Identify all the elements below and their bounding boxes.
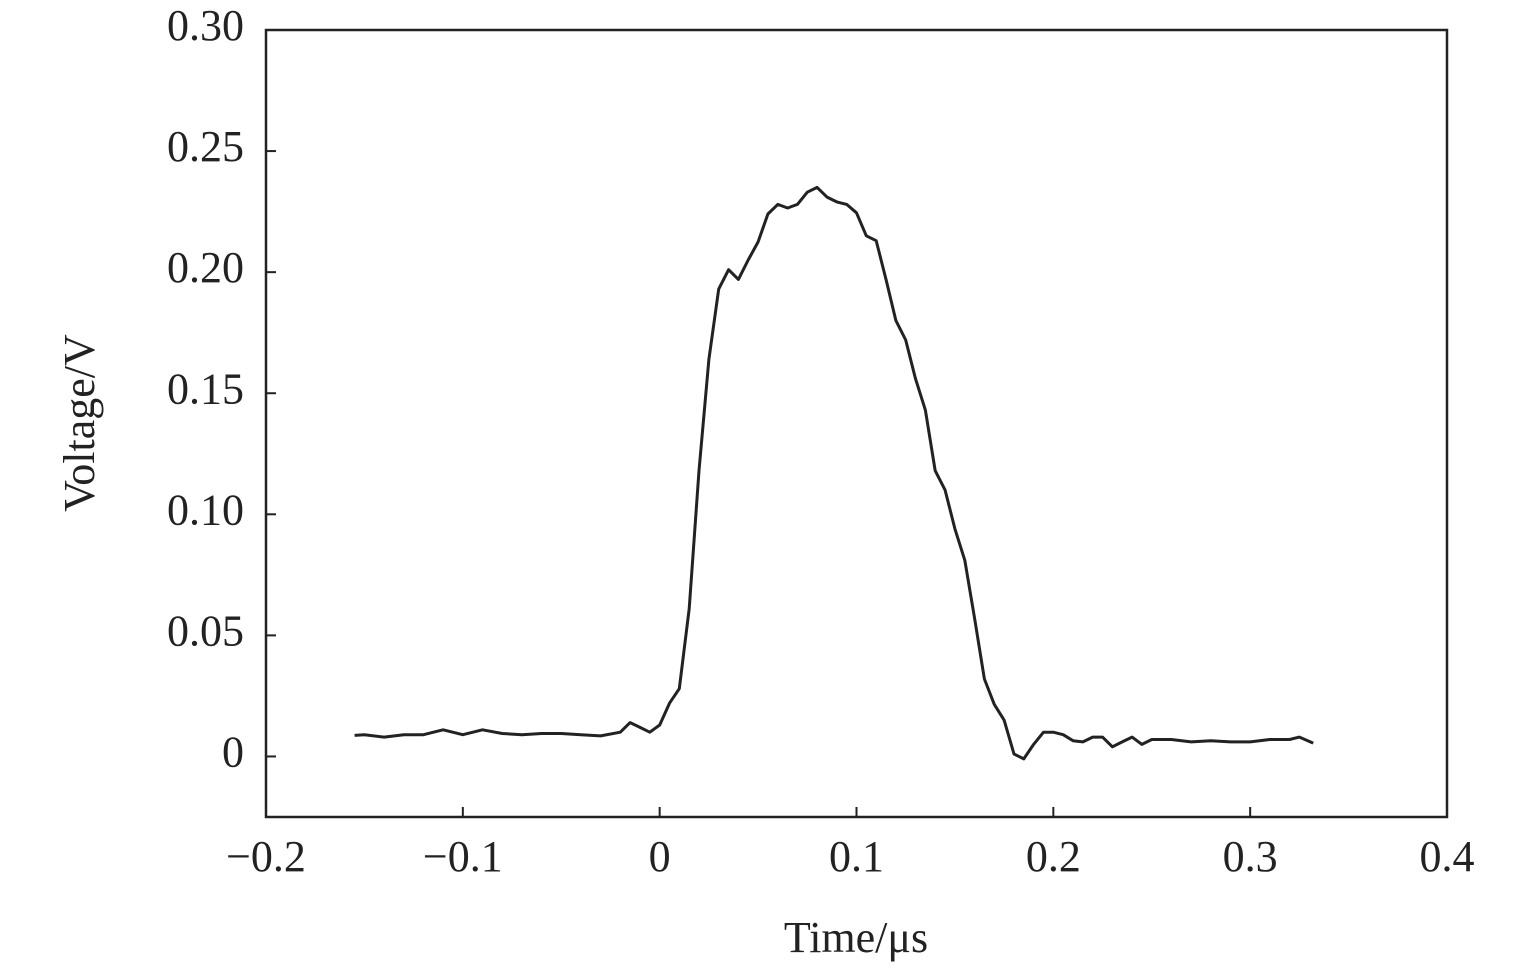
- x-tick-label: 0.3: [1223, 832, 1278, 881]
- x-tick-label: 0: [649, 832, 671, 881]
- x-tick-label: 0.2: [1026, 832, 1081, 881]
- x-tick-label: −0.2: [226, 832, 306, 881]
- y-axis-label: Voltage/V: [55, 334, 104, 512]
- x-tick-label: 0.1: [829, 832, 884, 881]
- y-tick-label: 0.30: [167, 1, 244, 50]
- y-tick-label: 0.25: [167, 122, 244, 171]
- y-tick-label: 0.15: [167, 364, 244, 413]
- data-line: [354, 185, 1314, 761]
- x-axis-label: Time/μs: [784, 913, 928, 962]
- x-tick-label: −0.1: [423, 832, 503, 881]
- y-tick-label: 0.05: [167, 606, 244, 655]
- y-tick-label: 0: [222, 728, 244, 777]
- plot-frame: [264, 28, 1449, 819]
- x-tick-label: 0.4: [1420, 832, 1475, 881]
- y-tick-label: 0.20: [167, 243, 244, 292]
- y-tick-label: 0.10: [167, 485, 244, 534]
